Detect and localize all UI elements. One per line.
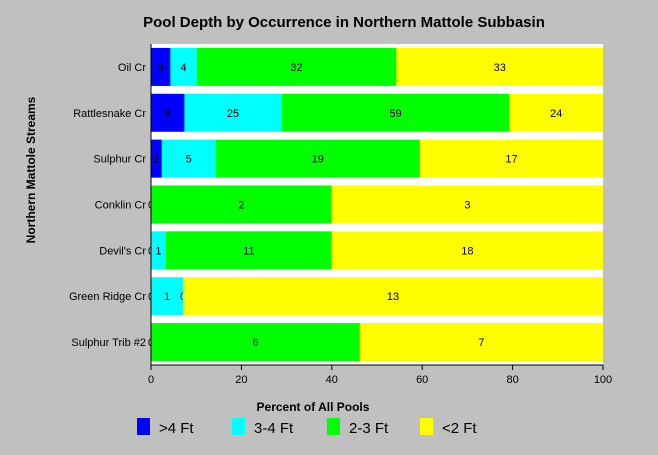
y-axis-title: Northern Mattole Streams	[24, 96, 38, 243]
data-label-2-3: 2	[238, 200, 244, 212]
data-label-1-2: 5	[186, 154, 192, 166]
data-label-3-3: 3	[464, 200, 470, 212]
data-label-3-0: 33	[494, 62, 506, 74]
category-label-2: Sulphur Cr	[93, 154, 146, 166]
category-label-1: Rattlesnake Cr	[73, 108, 146, 120]
bar-segment-1-4	[151, 231, 166, 270]
data-label-0-2: 1	[153, 154, 159, 166]
legend-swatch-2	[327, 418, 340, 435]
x-tick-label-1: 20	[235, 374, 247, 386]
bar-segment-2-6	[151, 323, 360, 362]
bar-segment-3-3	[331, 185, 603, 224]
data-label-0-0: 3	[158, 62, 164, 74]
data-label-3-6: 7	[478, 337, 484, 349]
bar-segment-2-2	[215, 139, 420, 178]
x-tick-label-4: 80	[506, 374, 518, 386]
data-label-1-1: 25	[227, 108, 239, 120]
chart-title: Pool Depth by Occurrence in Northern Mat…	[143, 14, 545, 31]
data-label-1-0: 4	[180, 62, 186, 74]
legend-label-2: 2-3 Ft	[349, 420, 389, 437]
bar-segment-2-0	[196, 47, 397, 86]
data-label-3-5: 13	[387, 291, 399, 303]
data-label-2-6: 6	[252, 337, 258, 349]
data-label-2-0: 32	[290, 62, 302, 74]
legend-swatch-3	[420, 418, 433, 435]
bar-segment-3-4	[331, 231, 603, 270]
x-tick-label-0: 0	[148, 374, 154, 386]
data-label-1-4: 1	[155, 245, 161, 257]
data-label-2-4: 11	[243, 245, 254, 257]
bar-segment-2-3	[151, 185, 332, 224]
legend-label-1: 3-4 Ft	[254, 420, 294, 437]
category-label-5: Green Ridge Cr	[69, 291, 146, 303]
bar-segment-0-1	[151, 93, 185, 132]
x-tick-label-5: 100	[594, 374, 612, 386]
category-label-0: Oil Cr	[118, 62, 146, 74]
bar-segment-1-1	[184, 93, 282, 132]
legend-swatch-0	[137, 418, 150, 435]
x-tick-label-3: 60	[416, 374, 428, 386]
bar-segment-3-6	[359, 323, 603, 362]
category-label-4: Devil's Cr	[99, 245, 146, 257]
bar-segment-1-2	[161, 139, 216, 178]
bar-segment-3-5	[183, 277, 604, 316]
category-label-6: Sulphur Trib #2	[71, 337, 146, 349]
data-label-3-4: 18	[461, 245, 473, 257]
data-label-3-1: 24	[550, 108, 562, 120]
bar-segment-2-1	[281, 93, 510, 132]
data-label-2-2: 19	[312, 154, 324, 166]
bar-segment-1-0	[170, 47, 197, 86]
bar-segment-3-0	[396, 47, 603, 86]
legend: >4 Ft 3-4 Ft 2-3 Ft <2 Ft	[137, 418, 477, 437]
category-label-3: Conklin Cr	[95, 200, 147, 212]
bar-segment-2-4	[165, 231, 332, 270]
data-label-1-5: 1	[164, 291, 170, 303]
bar-segment-3-2	[419, 139, 603, 178]
legend-label-0: >4 Ft	[159, 420, 194, 437]
bar-segment-0-0	[151, 47, 171, 86]
data-label-2-1: 59	[389, 108, 401, 120]
legend-swatch-1	[232, 418, 245, 435]
x-tick-label-2: 40	[326, 374, 338, 386]
data-label-3-2: 17	[505, 154, 517, 166]
x-axis-title: Percent of All Pools	[257, 400, 370, 414]
bar-segment-3-1	[509, 93, 603, 132]
bar-segment-0-2	[151, 139, 162, 178]
data-label-0-1: 8	[165, 108, 171, 120]
bar-segment-1-5	[151, 277, 184, 316]
legend-label-3: <2 Ft	[442, 420, 477, 437]
